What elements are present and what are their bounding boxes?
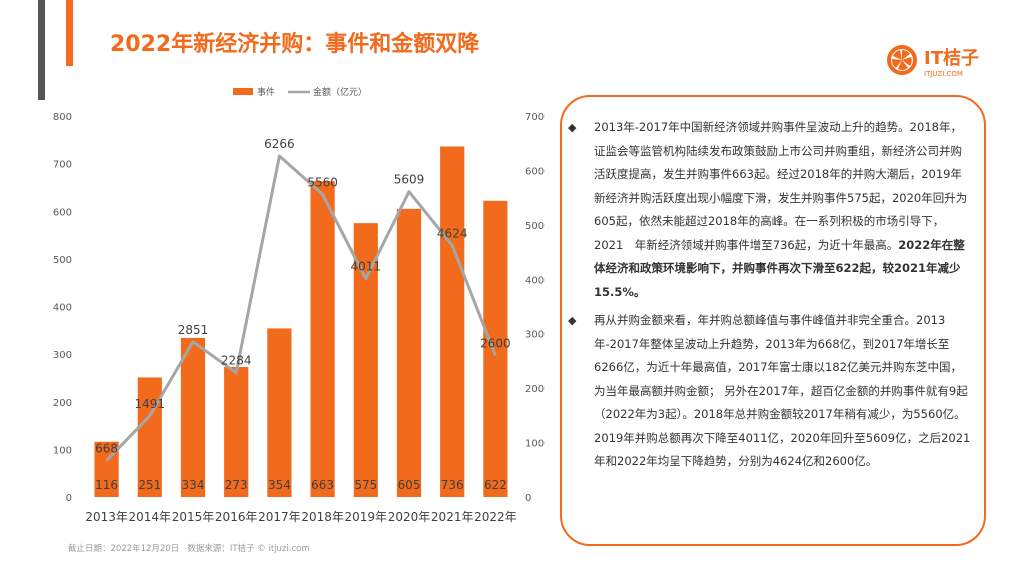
x-tick-label: 2019年: [345, 510, 388, 524]
bar-event-2021年: [440, 146, 465, 497]
line-value-label: 2600: [480, 336, 511, 350]
line-value-label: 2851: [178, 323, 209, 337]
summary-p1-bold: 2022年在整体经济和政策环境影响下，并购事件再次下滑至622起，较2021年减…: [594, 237, 965, 299]
summary-p1: 2013年-2017年中国新经济领域并购事件呈波动上升的趋势。2018年，证监会…: [594, 120, 968, 252]
bar-value-label: 354: [268, 478, 291, 492]
line-value-label: 4011: [351, 260, 382, 274]
bar-value-label: 663: [311, 478, 334, 492]
diamond-bullet-icon: ◆: [568, 314, 577, 327]
x-tick-label: 2014年: [129, 510, 172, 524]
bar-event-2020年: [396, 208, 422, 497]
legend-swatch-events: [233, 88, 253, 95]
y-left-tick-label: 600: [53, 207, 72, 218]
y-right-tick-label: 4000: [525, 275, 545, 286]
logo-url: ITJUZI.COM: [924, 70, 963, 78]
mergers-chart: 0 100 200 300 400 500 600 700 800 0 1000 2000 3000 40…: [53, 86, 545, 524]
bar-event-2016年: [224, 366, 249, 497]
line-value-label: 1491: [135, 397, 166, 411]
brand-logo: IT桔子 ITJUZI.COM: [886, 44, 996, 86]
bar-event-2014年: [137, 377, 162, 497]
y-left-tick-label: 100: [53, 445, 72, 456]
bar-value-label: 736: [441, 478, 464, 492]
footer-date: 截止日期：2022年12月20日: [68, 544, 180, 554]
bar-value-label: 622: [484, 478, 507, 492]
y-right-tick-label: 7000: [525, 112, 545, 123]
footer-source: 数据来源：IT桔子 © itjuzi.com: [187, 544, 310, 554]
summary-panel: [560, 95, 986, 546]
legend-label-amount: 金额（亿元）: [313, 86, 367, 98]
y-left-tick-label: 300: [53, 350, 72, 361]
x-tick-label: 2018年: [301, 510, 344, 524]
y-left-tick-label: 500: [53, 255, 72, 266]
bar-event-2017年: [267, 328, 292, 497]
y-right-tick-label: 5000: [525, 221, 545, 232]
x-tick-label: 2020年: [388, 510, 431, 524]
bar-value-label: 273: [225, 478, 248, 492]
summary-p2: 再从并购金额来看，年并购总额峰值与事件峰值并非完全重合。2013年-2017年整…: [594, 313, 971, 468]
legend-label-events: 事件: [257, 86, 275, 98]
line-value-label: 2284: [221, 354, 252, 368]
bar-value-label: 251: [138, 478, 161, 492]
bar-event-2018年: [310, 181, 335, 497]
y-right-tick-label: 0: [525, 493, 531, 504]
y-right-tick-label: 6000: [525, 166, 545, 177]
line-value-label: 668: [95, 442, 118, 456]
summary-paragraph-events: ◆ 2013年-2017年中国新经济领域并购事件呈波动上升的趋势。2018年，证…: [568, 116, 973, 304]
line-value-label: 6266: [264, 137, 295, 151]
bar-value-label: 575: [354, 478, 377, 492]
orange-slice-icon: [887, 45, 917, 75]
line-value-label: 4624: [437, 226, 468, 240]
x-tick-label: 2016年: [215, 510, 258, 524]
y-right-tick-label: 2000: [525, 384, 545, 395]
bar-event-2019年: [353, 223, 378, 497]
page-title: 2022年新经济并购：事件和金额双降: [110, 32, 480, 57]
y-left-tick-label: 0: [66, 493, 72, 504]
decor-bar-orange: [66, 0, 73, 66]
bar-value-label: 116: [95, 478, 118, 492]
x-tick-label: 2021年: [431, 510, 474, 524]
bar-value-label: 334: [182, 478, 205, 492]
y-right-tick-label: 3000: [525, 330, 545, 341]
y-left-tick-label: 200: [53, 398, 72, 409]
diamond-bullet-icon: ◆: [568, 121, 577, 134]
y-left-tick-label: 400: [53, 303, 72, 314]
x-tick-label: 2017年: [258, 510, 301, 524]
line-value-label: 5560: [307, 175, 338, 189]
x-tick-label: 2013年: [85, 510, 128, 524]
line-value-label: 5609: [394, 173, 425, 187]
x-tick-label: 2015年: [172, 510, 215, 524]
logo-text: IT桔子: [924, 48, 979, 69]
decor-bar-dark: [38, 0, 45, 100]
summary-text: ◆ 2013年-2017年中国新经济领域并购事件呈波动上升的趋势。2018年，证…: [568, 116, 973, 479]
y-left-tick-label: 800: [53, 112, 72, 123]
bar-event-2015年: [180, 337, 206, 497]
y-right-tick-label: 1000: [525, 439, 545, 450]
series-line-amount: [105, 154, 497, 462]
bar-value-label: 605: [398, 478, 421, 492]
footer-note: 截止日期：2022年12月20日 数据来源：IT桔子 © itjuzi.com: [68, 542, 310, 554]
x-tick-label: 2022年: [474, 510, 517, 524]
y-left-tick-label: 700: [53, 160, 72, 171]
summary-paragraph-amount: ◆ 再从并购金额来看，年并购总额峰值与事件峰值并非完全重合。2013年-2017…: [568, 309, 973, 474]
bar-event-2022年: [483, 200, 508, 497]
